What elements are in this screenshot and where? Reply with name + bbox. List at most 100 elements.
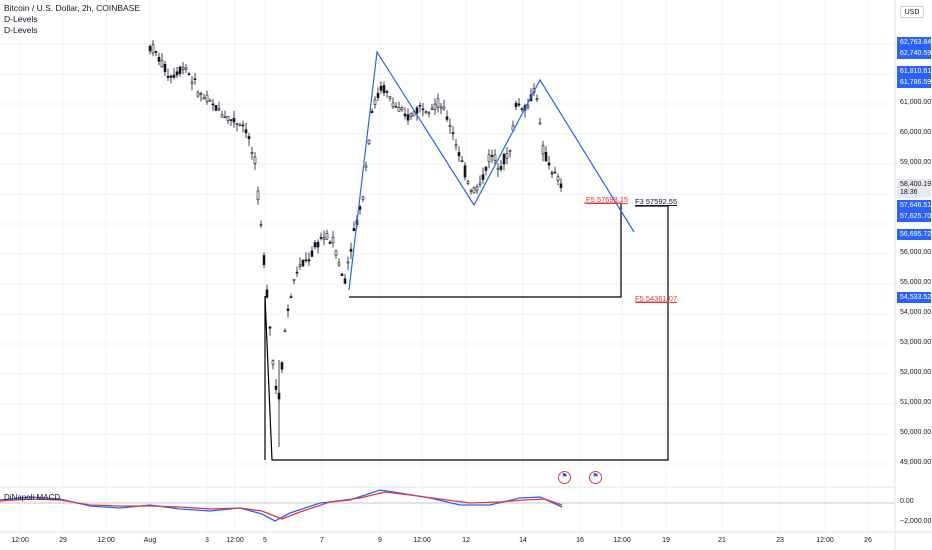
fib-label-f5-lower[interactable]: F5 54361.07	[635, 294, 678, 303]
indicator-d-levels-1[interactable]: D-Levels	[4, 14, 38, 24]
time-axis-label: 12:00	[613, 537, 631, 544]
macd-signal-line	[0, 491, 563, 520]
indicator-d-levels-2[interactable]: D-Levels	[4, 25, 38, 35]
candle-body	[424, 111, 428, 114]
candle-body	[331, 237, 335, 244]
candle-body	[376, 92, 380, 98]
candle-body	[235, 123, 239, 125]
candle-body	[352, 228, 356, 232]
candle-body	[487, 154, 491, 162]
price-tag: 54,533.52	[897, 292, 931, 303]
candle-body	[493, 154, 497, 162]
candle-body	[541, 145, 545, 155]
candle-body	[211, 103, 215, 106]
time-axis-label: 16	[576, 537, 584, 544]
candle-body	[448, 125, 452, 128]
candle-body	[418, 104, 422, 107]
pattern-drawings[interactable]	[264, 50, 669, 461]
candle-body	[205, 94, 209, 102]
candle-body	[280, 362, 284, 370]
candle-body	[490, 155, 494, 157]
time-axis-label: 19	[662, 537, 670, 544]
candle-body	[475, 186, 479, 191]
chart-grid	[0, 0, 895, 532]
price-axis-label: 49,000.00	[900, 459, 932, 466]
candle-body	[193, 78, 197, 81]
candle-body	[226, 116, 230, 122]
symbol-title[interactable]: Bitcoin / U.S. Dollar, 2h, COINBASE	[4, 3, 141, 13]
candle-body	[232, 117, 236, 123]
candle-body	[229, 119, 233, 121]
candle-body	[244, 129, 248, 134]
time-axis-label: 3	[205, 537, 209, 544]
candle-body	[514, 102, 518, 108]
time-axis-label: 9	[378, 537, 382, 544]
time-axis-label: 29	[59, 537, 67, 544]
candle-body	[259, 224, 263, 226]
candle-body	[502, 153, 506, 165]
candle-body	[454, 144, 458, 147]
candle-body	[328, 241, 332, 244]
candle-body	[451, 132, 455, 134]
candle-body	[283, 330, 287, 333]
candle-body	[421, 108, 425, 111]
candle-body	[400, 107, 404, 110]
candle-body	[484, 166, 488, 171]
price-axis-label: 59,000.00	[900, 159, 932, 166]
candle-body	[325, 233, 329, 240]
price-axis-label: 56,000.00	[900, 249, 932, 256]
macd-axis-label: 0.00	[900, 498, 914, 505]
price-tag: 62,740.59	[897, 48, 931, 59]
candle-body	[409, 112, 413, 117]
time-axis-label: 14	[519, 537, 527, 544]
candlestick-series	[148, 40, 563, 447]
candle-body	[550, 172, 554, 175]
candle-body	[151, 44, 155, 54]
candle-body	[415, 107, 419, 114]
price-axis-label: 51,000.00	[900, 399, 932, 406]
candle-body	[403, 113, 407, 117]
candle-body	[223, 116, 227, 119]
candle-body	[394, 106, 398, 108]
price-axis-label: 55,000.00	[900, 279, 932, 286]
candle-body	[202, 97, 206, 100]
candle-body	[310, 250, 314, 257]
candle-body	[199, 93, 203, 95]
price-tag: 61,786.59	[897, 77, 931, 88]
candle-body	[274, 385, 278, 390]
candle-body	[322, 237, 326, 240]
candle-body	[175, 71, 179, 76]
us-flag-icon[interactable]: ⚑	[589, 471, 602, 484]
time-axis-label: 12:00	[11, 537, 29, 544]
candle-body	[184, 67, 188, 70]
candle-body	[166, 75, 170, 78]
candle-body	[412, 111, 416, 117]
candle-body	[250, 152, 254, 154]
candle-body	[289, 296, 293, 299]
candle-body	[472, 187, 476, 194]
candle-body	[436, 98, 440, 108]
fib-label-f5-upper[interactable]: F5 57693.15	[586, 195, 629, 204]
candle-body	[253, 156, 257, 164]
candle-body	[547, 162, 551, 166]
price-tag: 18:36	[897, 187, 931, 198]
fib-label-f3[interactable]: F3 57592.55	[635, 197, 678, 206]
price-tag: 61,810.61	[897, 66, 931, 77]
us-flag-icon[interactable]: ⚑	[558, 471, 571, 484]
candle-body	[373, 99, 377, 105]
price-tag: 62,763.84	[897, 37, 931, 48]
candle-body	[535, 98, 539, 100]
time-axis-label: 21	[718, 537, 726, 544]
candle-body	[349, 248, 353, 252]
price-tag: 57,646.51	[897, 200, 931, 211]
projection-box-small	[349, 203, 622, 298]
candle-body	[499, 165, 503, 170]
time-axis-label: 12	[462, 537, 470, 544]
currency-button[interactable]: USD	[900, 6, 924, 18]
candle-body	[478, 182, 482, 185]
candle-body	[208, 100, 212, 102]
candle-body	[196, 92, 200, 97]
candle-body	[385, 91, 389, 93]
macd-indicator-label[interactable]: DiNapoli MACD	[4, 493, 61, 502]
